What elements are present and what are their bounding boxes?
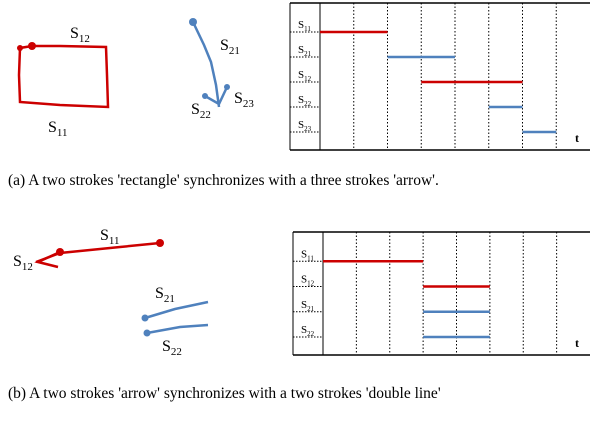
- row-label: S11: [301, 248, 314, 262]
- stroke-label: S22: [191, 101, 211, 121]
- stroke-label: S22: [162, 338, 182, 358]
- stroke: [36, 243, 160, 262]
- stroke-start: [28, 42, 36, 50]
- figure: S12 S11 S21 S23 S22 S11 S12 S21 S22 S11S…: [0, 0, 602, 427]
- row-label: S23: [298, 119, 312, 133]
- label: S: [48, 119, 57, 136]
- stroke-label: S12: [13, 253, 33, 273]
- stroke: [19, 46, 108, 107]
- label: S: [234, 90, 243, 107]
- label: S: [100, 227, 109, 244]
- row-label: S11: [298, 19, 311, 33]
- axis-label: t: [575, 131, 579, 145]
- label: S: [191, 101, 200, 118]
- label: S: [13, 253, 22, 270]
- label-sub: 22: [171, 346, 182, 358]
- caption: (a) A two strokes 'rectangle' synchroniz…: [8, 172, 592, 190]
- stroke-label: S21: [220, 37, 240, 57]
- stroke: [145, 302, 208, 318]
- stroke-start: [17, 45, 23, 51]
- stroke-label: S11: [100, 227, 120, 247]
- axis-label: t: [575, 336, 579, 350]
- row-label: S12: [298, 69, 312, 83]
- label-sub: 23: [243, 98, 255, 110]
- row-label: S22: [301, 324, 315, 338]
- row-label: S21: [301, 299, 315, 313]
- label-sub: 12: [22, 261, 33, 273]
- stroke-label: S23: [234, 90, 254, 110]
- row-label: S22: [298, 94, 312, 108]
- label: S: [155, 285, 164, 302]
- label-sub: 12: [79, 33, 90, 45]
- label-sub: 21: [229, 45, 240, 57]
- stroke-label: S21: [155, 285, 175, 305]
- stroke-start: [56, 248, 64, 256]
- stroke: [147, 325, 208, 333]
- row-label: S21: [298, 44, 312, 58]
- page: S12 S11 S21 S23 S22 S11 S12 S21 S22 S11S…: [0, 0, 602, 427]
- label-sub: 11: [109, 235, 120, 247]
- label-sub: 21: [164, 293, 175, 305]
- stroke-start: [144, 330, 151, 337]
- stroke-label: S11: [48, 119, 68, 139]
- stroke-label: S12: [70, 25, 90, 45]
- stroke-start: [224, 84, 230, 90]
- label: S: [70, 25, 79, 42]
- label-sub: 22: [200, 109, 211, 121]
- label-sub: 11: [57, 127, 68, 139]
- stroke-start: [202, 93, 208, 99]
- caption: (b) A two strokes 'arrow' synchronizes w…: [8, 385, 592, 403]
- label: S: [220, 37, 229, 54]
- label: S: [162, 338, 171, 355]
- stroke-start: [189, 18, 197, 26]
- row-label: S12: [301, 274, 315, 288]
- stroke-start: [142, 315, 149, 322]
- stroke-start: [156, 239, 164, 247]
